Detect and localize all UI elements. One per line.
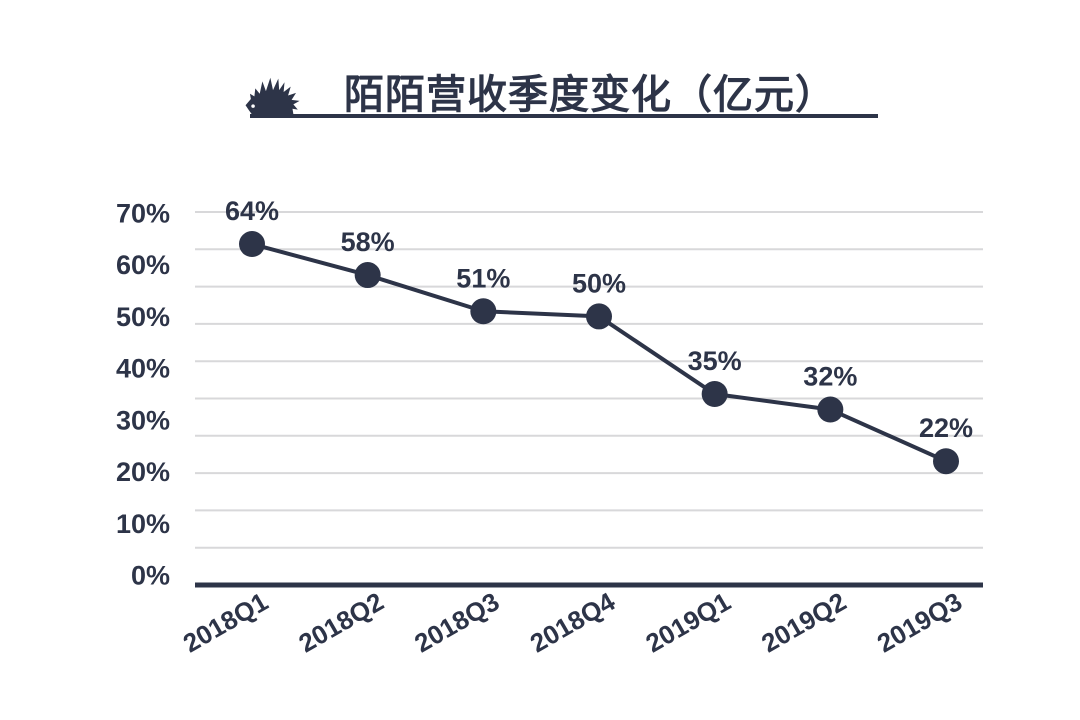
x-axis-category-label: 2018Q2: [294, 586, 389, 658]
data-point-label: 50%: [572, 268, 626, 298]
data-point-label: 58%: [341, 227, 395, 257]
data-point-label: 22%: [919, 413, 973, 443]
y-axis-tick-label: 20%: [116, 457, 170, 487]
x-axis-category-label: 2018Q1: [178, 586, 273, 658]
data-point-label: 51%: [456, 263, 510, 293]
data-point-marker: [354, 262, 381, 289]
y-axis-tick-label: 40%: [116, 354, 170, 384]
hedgehog-icon: [245, 77, 300, 115]
x-axis-category-label: 2018Q4: [525, 586, 621, 659]
chart-header: 陌陌营收季度变化（亿元）: [0, 0, 1080, 130]
data-point-marker: [701, 381, 728, 408]
y-axis-tick-label: 60%: [116, 250, 170, 280]
title-underline: [250, 114, 878, 118]
x-axis-category-label: 2018Q3: [409, 586, 504, 658]
x-axis-category-label: 2019Q1: [641, 586, 736, 658]
y-axis-tick-label: 10%: [116, 509, 170, 539]
data-point-marker: [470, 298, 497, 325]
data-point-label: 64%: [225, 196, 279, 226]
chart-title: 陌陌营收季度变化（亿元）: [344, 73, 836, 117]
data-point-label: 32%: [803, 362, 857, 392]
hedgehog-silhouette: [245, 77, 300, 115]
y-axis-tick-label: 50%: [116, 302, 170, 332]
data-point-marker: [817, 396, 844, 423]
y-axis-tick-label: 70%: [116, 199, 170, 229]
data-point-marker: [586, 303, 613, 330]
hedgehog-eye: [251, 104, 255, 108]
data-point-label: 35%: [688, 346, 742, 376]
data-point-marker: [239, 231, 265, 258]
y-axis-tick-label: 0%: [131, 560, 170, 590]
data-point-marker: [933, 448, 960, 475]
x-axis-category-label: 2019Q2: [756, 586, 851, 658]
x-axis-category-label: 2019Q3: [872, 586, 967, 658]
y-axis-tick-label: 30%: [116, 405, 170, 435]
